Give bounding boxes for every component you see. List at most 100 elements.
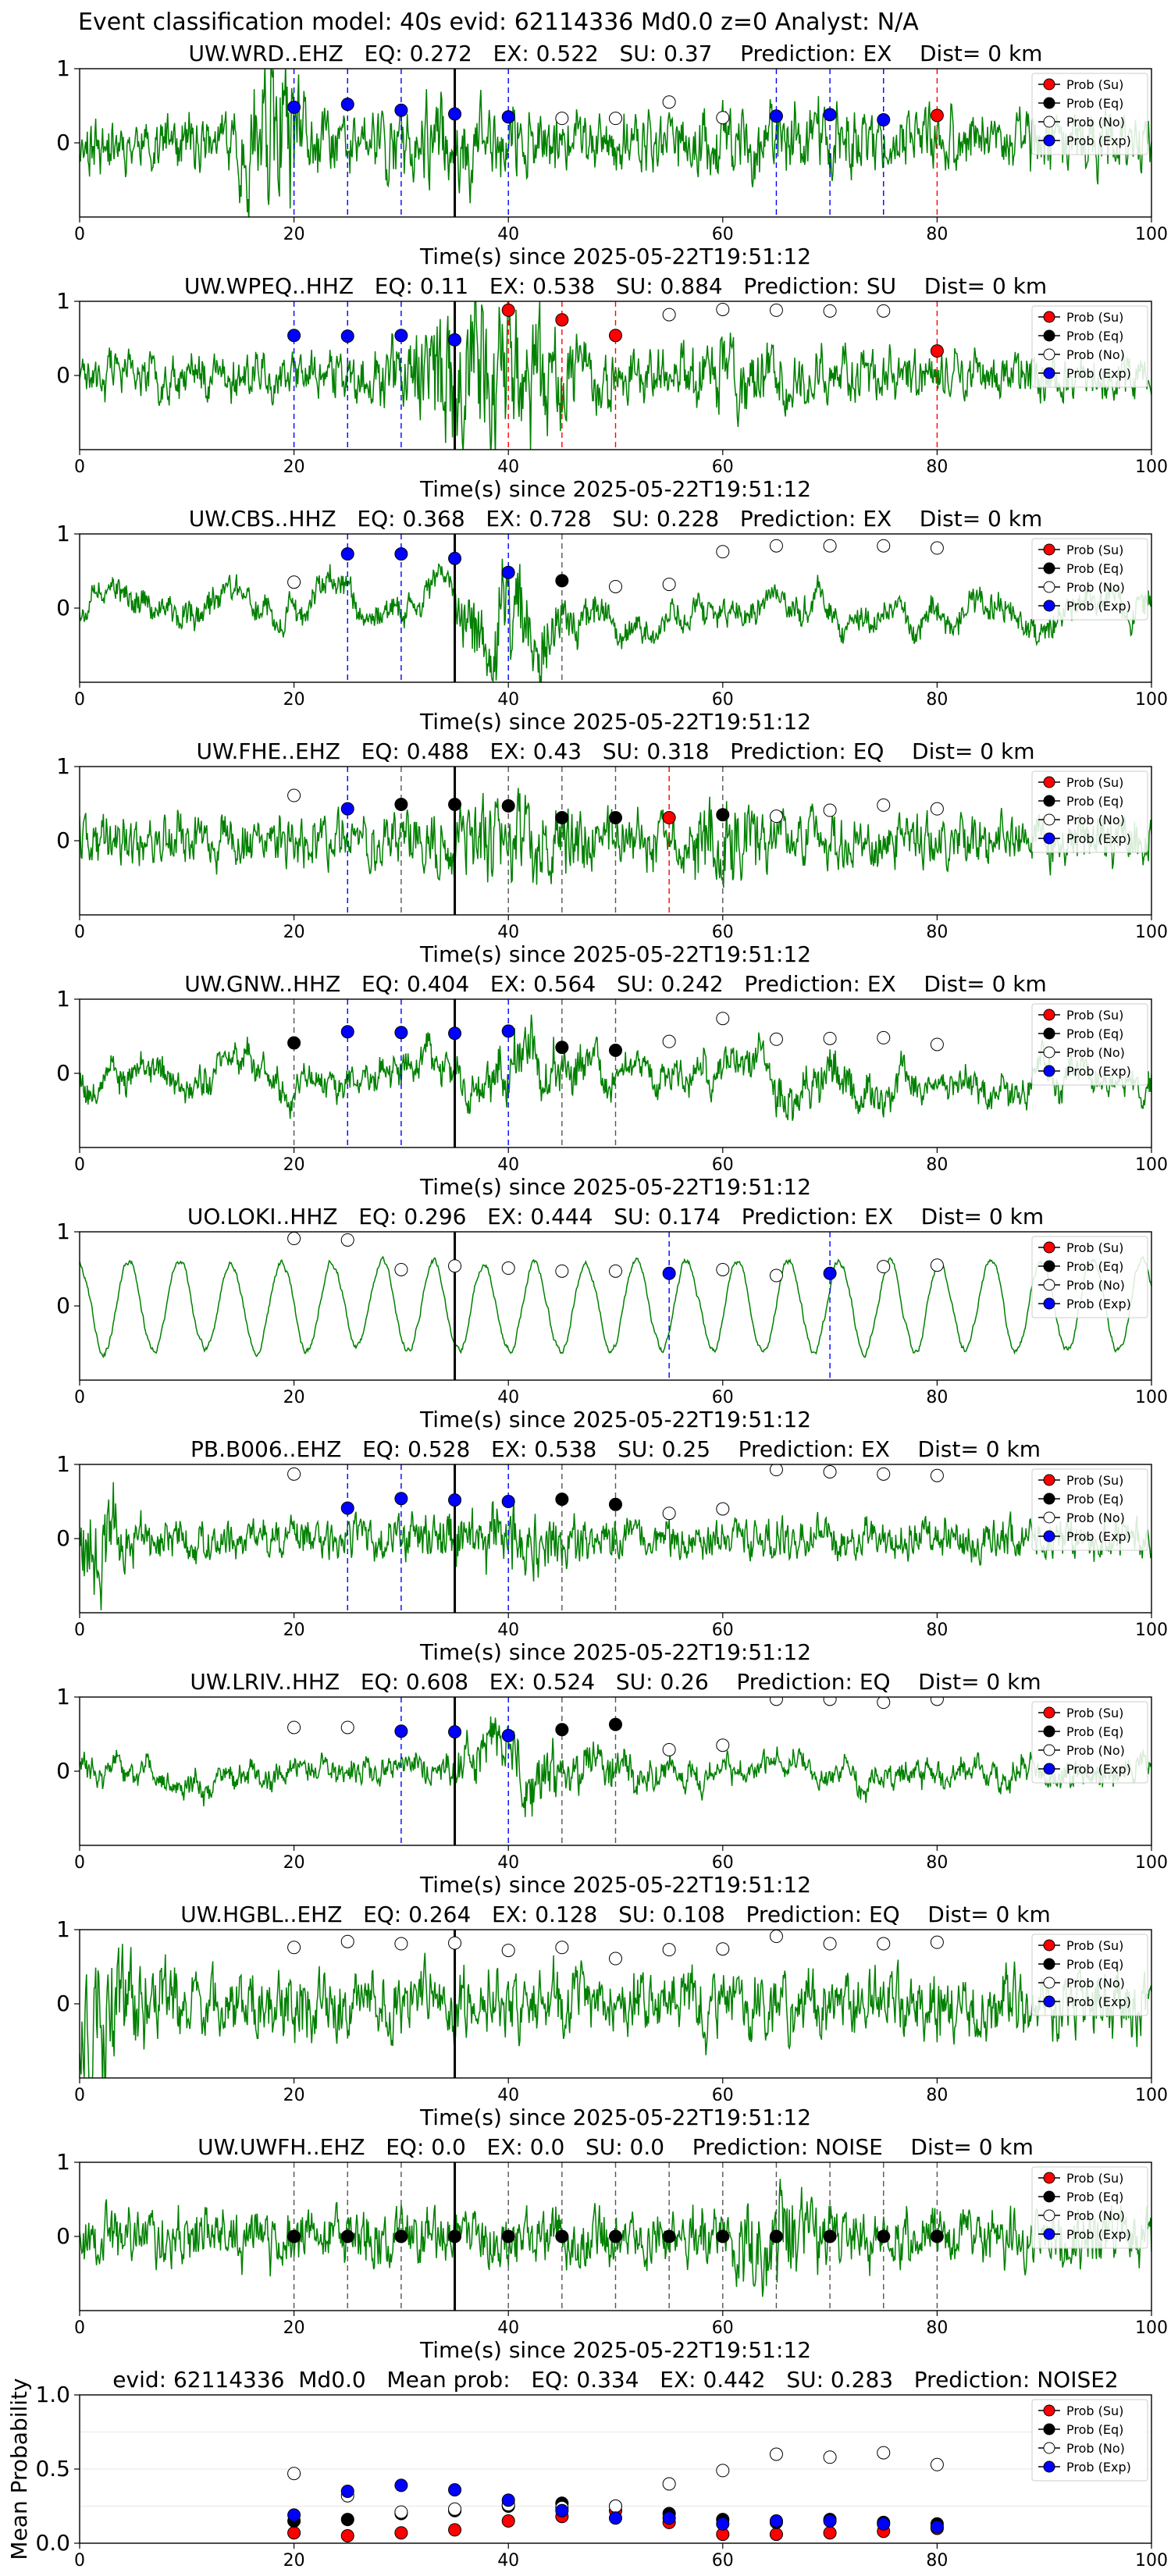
waveform-trace <box>80 1255 1151 1359</box>
prob-marker-eq <box>609 1044 622 1058</box>
mean-marker-exp <box>823 2514 837 2528</box>
prob-marker-no <box>930 1468 944 1482</box>
prob-marker-no <box>930 1258 944 1272</box>
prob-marker-no <box>716 1262 730 1276</box>
legend-label-exp: Prob (Exp) <box>1066 599 1131 614</box>
legend-label-exp: Prob (Exp) <box>1066 2460 1131 2475</box>
panel-title: UW.CBS..HHZ EQ: 0.368 EX: 0.728 SU: 0.22… <box>189 506 1043 532</box>
x-tick-label: 80 <box>926 2086 948 2105</box>
prob-marker-no <box>555 112 569 126</box>
legend-label-no: Prob (No) <box>1066 1510 1125 1525</box>
prob-marker-exp <box>769 109 783 123</box>
prob-marker-exp <box>340 547 354 561</box>
x-tick-label: 100 <box>1135 1155 1168 1175</box>
legend-marker-su <box>1043 1939 1055 1952</box>
prob-marker-no <box>287 1467 301 1481</box>
y-tick-label: 0 <box>56 827 70 853</box>
plot-area <box>80 2162 1151 2311</box>
mean-marker-exp <box>769 2514 783 2528</box>
legend-marker-exp <box>1043 1530 1055 1542</box>
legend-marker-su <box>1043 311 1055 323</box>
x-tick-label: 20 <box>283 2086 305 2105</box>
legend-label-su: Prob (Su) <box>1066 1008 1123 1023</box>
mean-marker-no <box>930 2457 944 2471</box>
legend-marker-no <box>1043 1046 1055 1059</box>
station-panel: UW.FHE..EHZ EQ: 0.488 EX: 0.43 SU: 0.318… <box>56 738 1168 967</box>
prob-marker-exp <box>877 113 891 127</box>
x-tick-label: 20 <box>283 1388 305 1407</box>
station-panel: UW.WPEQ..HHZ EQ: 0.11 EX: 0.538 SU: 0.88… <box>56 273 1168 502</box>
station-panel: UW.UWFH..EHZ EQ: 0.0 EX: 0.0 SU: 0.0 Pre… <box>56 2134 1168 2363</box>
mean-marker-exp <box>716 2517 730 2531</box>
panel-title: UW.FHE..EHZ EQ: 0.488 EX: 0.43 SU: 0.318… <box>196 738 1034 764</box>
legend-marker-no <box>1043 1744 1055 1756</box>
plot-area <box>80 534 1151 682</box>
x-tick-label: 0 <box>74 1621 85 1640</box>
legend-marker-eq <box>1043 1493 1055 1505</box>
prob-marker-no <box>930 1935 944 1949</box>
legend-frame <box>1031 2166 1148 2249</box>
prob-marker-exp <box>448 551 462 565</box>
x-tick-label: 0 <box>74 2086 85 2105</box>
legend-marker-eq <box>1043 329 1055 342</box>
legend-label-eq: Prob (Eq) <box>1066 2422 1123 2437</box>
prob-marker-no <box>877 798 891 812</box>
plot-area <box>80 767 1151 915</box>
x-axis-label: Time(s) since 2025-05-22T19:51:12 <box>419 1639 811 1665</box>
x-tick-label: 60 <box>712 1388 734 1407</box>
x-tick-label: 100 <box>1135 225 1168 244</box>
prob-marker-su <box>930 109 944 123</box>
x-tick-label: 80 <box>926 923 948 942</box>
legend-marker-exp <box>1043 1995 1055 2008</box>
legend: Prob (Su) Prob (Eq) Prob (No) Prob (Exp) <box>1031 73 1148 155</box>
prob-marker-no <box>769 1930 783 1944</box>
x-tick-label: 100 <box>1135 1388 1168 1407</box>
prob-marker-exp <box>394 103 408 117</box>
x-axis-label: Time(s) since 2025-05-22T19:51:12 <box>419 709 811 735</box>
x-tick-label: 0 <box>74 1388 85 1407</box>
legend-marker-eq <box>1043 97 1055 109</box>
prob-marker-exp <box>287 100 301 114</box>
prob-marker-exp <box>394 329 408 343</box>
prob-marker-eq <box>501 799 515 813</box>
prob-marker-exp <box>662 1266 676 1280</box>
mean-marker-no <box>716 2464 730 2478</box>
station-panel: UW.HGBL..EHZ EQ: 0.264 EX: 0.128 SU: 0.1… <box>56 1902 1168 2130</box>
prob-marker-no <box>769 1464 783 1477</box>
legend-frame <box>1031 770 1148 853</box>
mean-marker-exp <box>448 2483 462 2497</box>
legend-marker-su <box>1043 1241 1055 1254</box>
panel-title: UW.LRIV..HHZ EQ: 0.608 EX: 0.524 SU: 0.2… <box>190 1669 1041 1695</box>
y-tick-label: 1 <box>56 986 70 1012</box>
x-axis-label: Time(s) since 2025-05-22T19:51:12 <box>419 1174 811 1200</box>
station-panel: UW.CBS..HHZ EQ: 0.368 EX: 0.728 SU: 0.22… <box>56 506 1168 735</box>
legend: Prob (Su) Prob (Eq) Prob (No) Prob (Exp) <box>1031 770 1148 853</box>
x-tick-label: 40 <box>497 457 519 477</box>
prob-marker-exp <box>448 1725 462 1739</box>
y-tick-label: 1 <box>56 753 70 779</box>
x-tick-label: 60 <box>712 2551 734 2571</box>
x-tick-label: 40 <box>497 2551 519 2571</box>
prob-marker-no <box>287 788 301 802</box>
x-tick-label: 80 <box>926 1853 948 1873</box>
prob-marker-no <box>662 1943 676 1957</box>
prob-marker-no <box>448 1936 462 1950</box>
legend: Prob (Su) Prob (Eq) Prob (No) Prob (Exp) <box>1031 2166 1148 2249</box>
legend-marker-eq <box>1043 1958 1055 1970</box>
prob-marker-no <box>823 539 837 553</box>
prob-marker-no <box>769 809 783 824</box>
legend-label-exp: Prob (Exp) <box>1066 831 1131 846</box>
station-panel: UW.GNW..HHZ EQ: 0.404 EX: 0.564 SU: 0.24… <box>56 971 1168 1200</box>
panel-title: UW.GNW..HHZ EQ: 0.404 EX: 0.564 SU: 0.24… <box>184 971 1047 997</box>
prob-marker-eq <box>287 1036 301 1050</box>
station-panel: UW.WRD..EHZ EQ: 0.272 EX: 0.522 SU: 0.37… <box>56 41 1168 269</box>
legend-label-eq: Prob (Eq) <box>1066 2190 1123 2204</box>
legend-label-eq: Prob (Eq) <box>1066 1259 1123 1274</box>
mean-marker-su <box>769 2528 783 2542</box>
legend-marker-eq <box>1043 1027 1055 1040</box>
prob-marker-su <box>501 303 515 317</box>
mean-marker-exp <box>501 2493 515 2507</box>
station-panel: PB.B006..EHZ EQ: 0.528 EX: 0.538 SU: 0.2… <box>56 1436 1168 1665</box>
legend-marker-no <box>1043 1279 1055 1291</box>
prob-marker-no <box>877 1697 891 1710</box>
